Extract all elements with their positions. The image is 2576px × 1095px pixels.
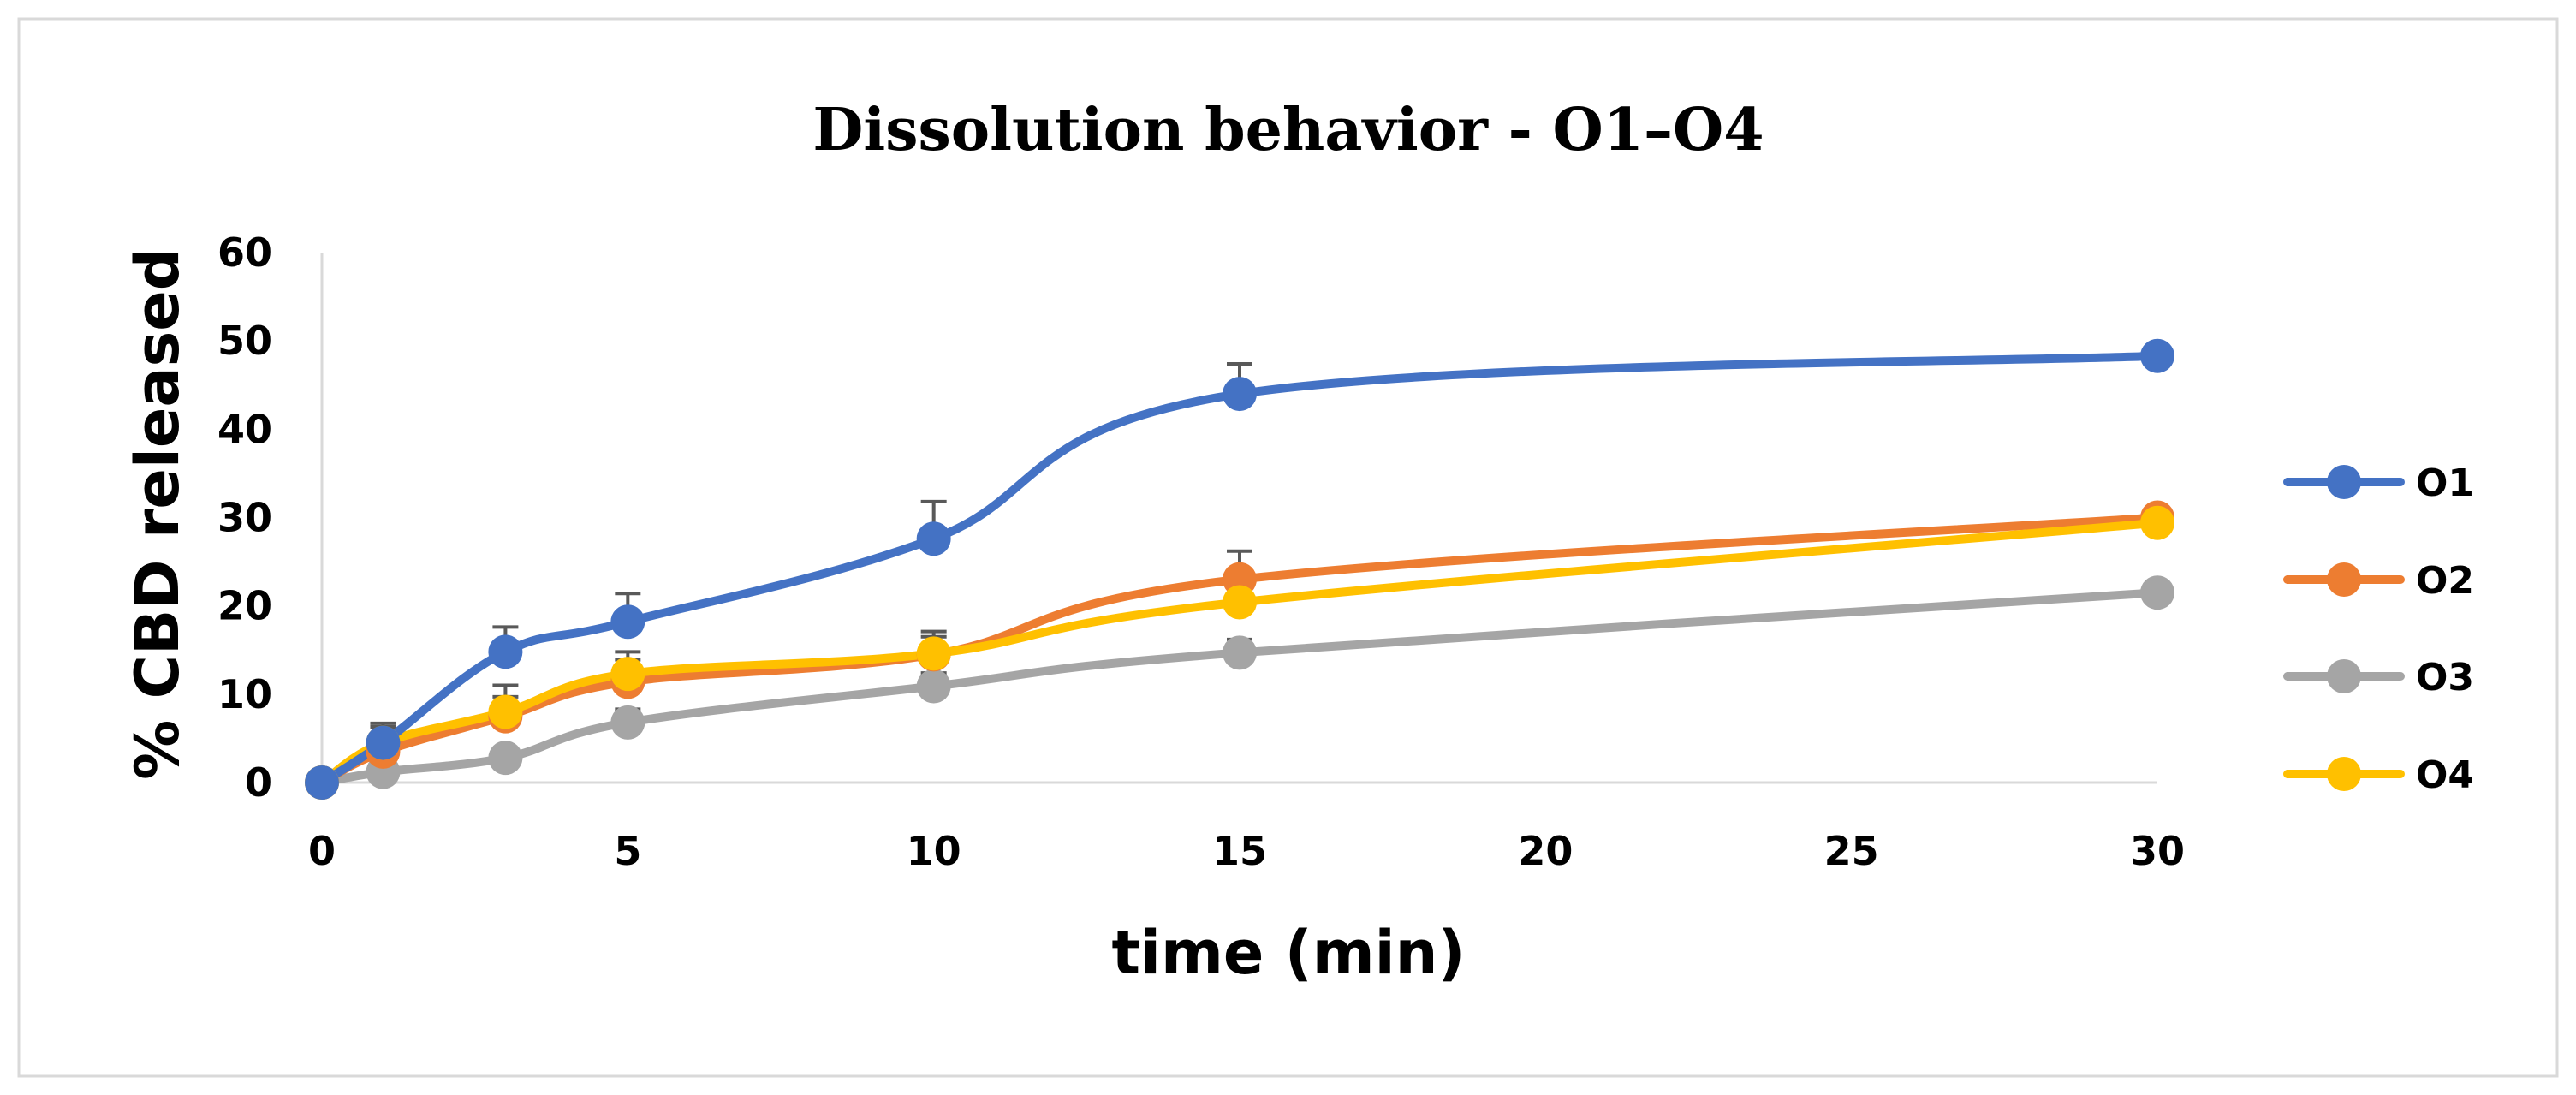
- data-point-o1: [488, 634, 523, 669]
- x-tick-label: 20: [1518, 828, 1573, 874]
- x-tick-label: 25: [1824, 828, 1879, 874]
- data-point-o1: [2140, 338, 2174, 373]
- series-markers: [305, 338, 2174, 800]
- legend-label-o1: O1: [2416, 461, 2474, 505]
- legend-label-o3: O3: [2416, 656, 2474, 699]
- data-point-o1: [916, 521, 951, 556]
- data-point-o4: [1223, 585, 1257, 620]
- series-line-o4: [318, 518, 2162, 787]
- y-tick-labels: 0 10 20 30 40 50 60: [217, 229, 272, 806]
- x-tick-labels: 0 5 10 15 20 25 30: [308, 828, 2185, 874]
- legend-marker-o2: [2327, 562, 2361, 597]
- y-axis-label: % CBD released: [122, 247, 193, 780]
- legend: O1 O2 O3 O4: [2283, 461, 2474, 797]
- legend-marker-o1: [2327, 465, 2361, 499]
- data-point-o4: [916, 636, 951, 671]
- x-tick-label: 10: [907, 828, 961, 874]
- legend-marker-o4: [2327, 757, 2361, 791]
- data-point-o4: [488, 694, 523, 729]
- data-point-o4: [610, 657, 645, 692]
- legend-marker-o3: [2327, 659, 2361, 693]
- series-line-o1: [318, 351, 2162, 787]
- series-lines: [318, 351, 2162, 787]
- data-point-o1: [305, 765, 339, 800]
- y-tick-label: 30: [217, 495, 272, 541]
- chart-border: [17, 17, 2559, 1078]
- y-tick-label: 50: [217, 318, 272, 364]
- x-axis-label: time (min): [1112, 918, 1466, 988]
- data-point-o1: [1223, 377, 1257, 412]
- chart-title: Dissolution behavior - O1–O4: [812, 96, 1764, 164]
- y-tick-label: 10: [217, 671, 272, 717]
- series-line-o3: [318, 588, 2162, 787]
- y-tick-label: 20: [217, 583, 272, 629]
- x-tick-label: 0: [308, 828, 336, 874]
- data-point-o3: [2140, 575, 2174, 610]
- data-point-o3: [1223, 635, 1257, 670]
- legend-label-o4: O4: [2416, 753, 2474, 797]
- data-point-o1: [610, 604, 645, 640]
- x-tick-label: 30: [2130, 828, 2185, 874]
- y-tick-label: 60: [217, 229, 272, 276]
- x-tick-label: 15: [1212, 828, 1267, 874]
- data-point-o3: [610, 705, 645, 740]
- data-point-o3: [488, 741, 523, 776]
- legend-label-o2: O2: [2416, 559, 2474, 603]
- data-point-o4: [2140, 505, 2174, 540]
- data-point-o3: [916, 669, 951, 704]
- data-point-o1: [366, 725, 401, 760]
- y-tick-label: 0: [245, 759, 272, 806]
- y-tick-label: 40: [217, 406, 272, 452]
- x-tick-label: 5: [614, 828, 641, 874]
